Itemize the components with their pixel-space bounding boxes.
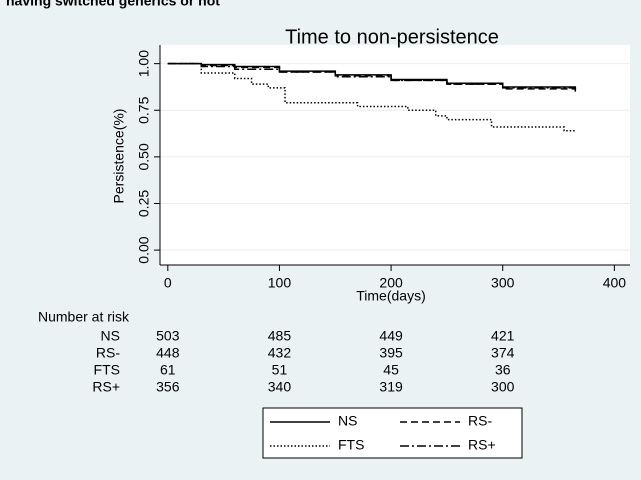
risk-value: 51 — [272, 362, 288, 378]
risk-value: 432 — [268, 345, 292, 361]
y-tick-label: 1.00 — [136, 50, 152, 77]
y-tick-label: 0.75 — [136, 96, 152, 123]
y-tick-label: 0.25 — [136, 190, 152, 217]
risk-row-label: NS — [101, 328, 120, 344]
risk-value: 61 — [160, 362, 176, 378]
risk-value: 356 — [156, 379, 180, 395]
km-curve — [167, 62, 577, 92]
risk-row-label: RS- — [96, 345, 120, 361]
x-tick-label: 100 — [268, 275, 292, 291]
plot-area — [160, 45, 630, 265]
y-tick-label: 0.50 — [136, 143, 152, 170]
x-tick-label: 300 — [491, 275, 515, 291]
chart-title: Time to non-persistence — [285, 26, 499, 48]
legend-label: RS- — [468, 413, 492, 429]
risk-table-title: Number at risk — [38, 309, 130, 325]
risk-value: 36 — [495, 362, 511, 378]
risk-value: 300 — [491, 379, 515, 395]
risk-value: 485 — [268, 328, 292, 344]
x-tick-label: 200 — [379, 275, 403, 291]
km-curve — [167, 62, 576, 132]
risk-value: 503 — [156, 328, 180, 344]
y-tick-label: 0.00 — [136, 236, 152, 263]
risk-row-label: RS+ — [92, 379, 120, 395]
risk-value: 340 — [268, 379, 292, 395]
legend-label: FTS — [338, 437, 364, 453]
caption: having switched generics or not — [6, 0, 220, 9]
legend-label: RS+ — [468, 437, 496, 453]
risk-value: 421 — [491, 328, 515, 344]
risk-value: 448 — [156, 345, 180, 361]
risk-value: 374 — [491, 345, 515, 361]
km-curve — [167, 62, 577, 92]
x-tick-label: 400 — [603, 275, 627, 291]
risk-value: 319 — [379, 379, 403, 395]
risk-row-label: FTS — [94, 362, 120, 378]
x-tick-label: 0 — [164, 275, 172, 291]
y-axis-label: Persistence(%) — [111, 109, 127, 204]
risk-value: 449 — [379, 328, 403, 344]
risk-value: 395 — [379, 345, 403, 361]
legend-label: NS — [338, 413, 357, 429]
legend — [262, 407, 523, 459]
risk-value: 45 — [383, 362, 399, 378]
x-axis-label: Time(days) — [356, 288, 426, 304]
